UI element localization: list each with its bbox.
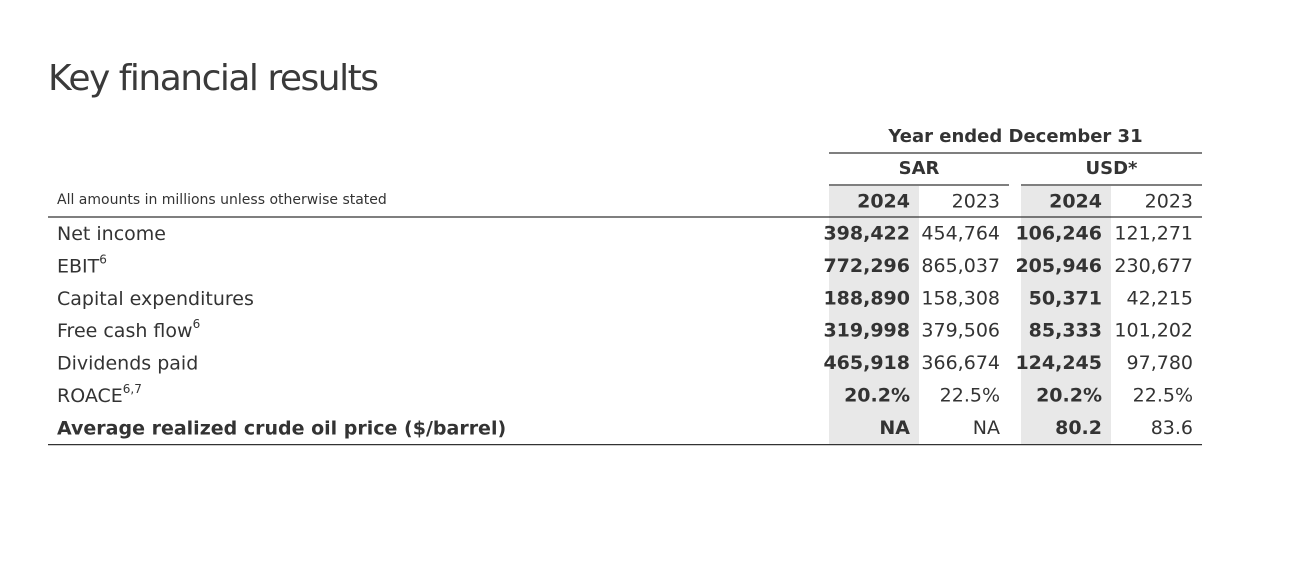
cell-value: 230,677 [1114, 255, 1193, 277]
cell-value: 80.2 [1055, 417, 1102, 439]
cell-value: 106,246 [1015, 223, 1102, 245]
row-label: Net income [57, 223, 166, 245]
title: Key financial results [48, 58, 377, 99]
cell-value: 124,245 [1015, 352, 1102, 374]
cell-value: 205,946 [1015, 255, 1102, 277]
cell-value: 22.5% [940, 385, 1000, 407]
currency-header: USD* [1086, 158, 1139, 179]
note: All amounts in millions unless otherwise… [57, 192, 387, 208]
cell-value: 454,764 [921, 223, 1000, 245]
cell-value: NA [879, 417, 910, 439]
row-label: Free cash flow6 [57, 317, 200, 342]
row-label: Average realized crude oil price ($/barr… [57, 417, 506, 439]
cell-value: 42,215 [1127, 287, 1193, 309]
label-text: Net income [57, 223, 166, 245]
cell-value: 85,333 [1029, 320, 1102, 342]
footnote-ref: 6 [99, 252, 107, 266]
cell-value: 865,037 [921, 255, 1000, 277]
label-text: Free cash flow [57, 320, 193, 342]
year-header: 2023 [952, 191, 1000, 213]
cell-value: 379,506 [921, 320, 1000, 342]
cell-value: NA [973, 417, 1000, 439]
row-label: Capital expenditures [57, 287, 254, 309]
cell-value: 772,296 [823, 255, 910, 277]
cell-value: 465,918 [823, 352, 910, 374]
cell-value: 366,674 [921, 352, 1000, 374]
cell-value: 97,780 [1127, 352, 1193, 374]
row-label: ROACE6,7 [57, 382, 142, 407]
cell-value: 158,308 [921, 287, 1000, 309]
cell-value: 20.2% [844, 385, 910, 407]
currency-header: SAR [899, 158, 940, 179]
cell-value: 101,202 [1114, 320, 1193, 342]
shade [1021, 186, 1111, 445]
period-header: Year ended December 31 [887, 126, 1142, 147]
row-label: Dividends paid [57, 352, 198, 374]
footnote-ref: 6,7 [123, 382, 142, 396]
year-header: 2023 [1145, 191, 1193, 213]
cell-value: 22.5% [1133, 385, 1193, 407]
cell-value: 20.2% [1036, 385, 1102, 407]
cell-value: 319,998 [823, 320, 910, 342]
row-label: EBIT6 [57, 252, 107, 277]
footnote-ref: 6 [193, 317, 201, 331]
cell-value: 398,422 [823, 223, 910, 245]
cell-value: 121,271 [1114, 223, 1193, 245]
label-text: ROACE [57, 385, 123, 407]
label-text: Average realized crude oil price ($/barr… [57, 417, 506, 439]
cell-value: 188,890 [823, 287, 910, 309]
label-text: Dividends paid [57, 352, 198, 374]
label-text: Capital expenditures [57, 287, 254, 309]
label-text: EBIT [57, 255, 100, 277]
year-header: 2024 [857, 191, 910, 213]
year-header: 2024 [1049, 191, 1102, 213]
cell-value: 50,371 [1029, 287, 1102, 309]
shade [829, 186, 919, 445]
cell-value: 83.6 [1151, 417, 1193, 439]
